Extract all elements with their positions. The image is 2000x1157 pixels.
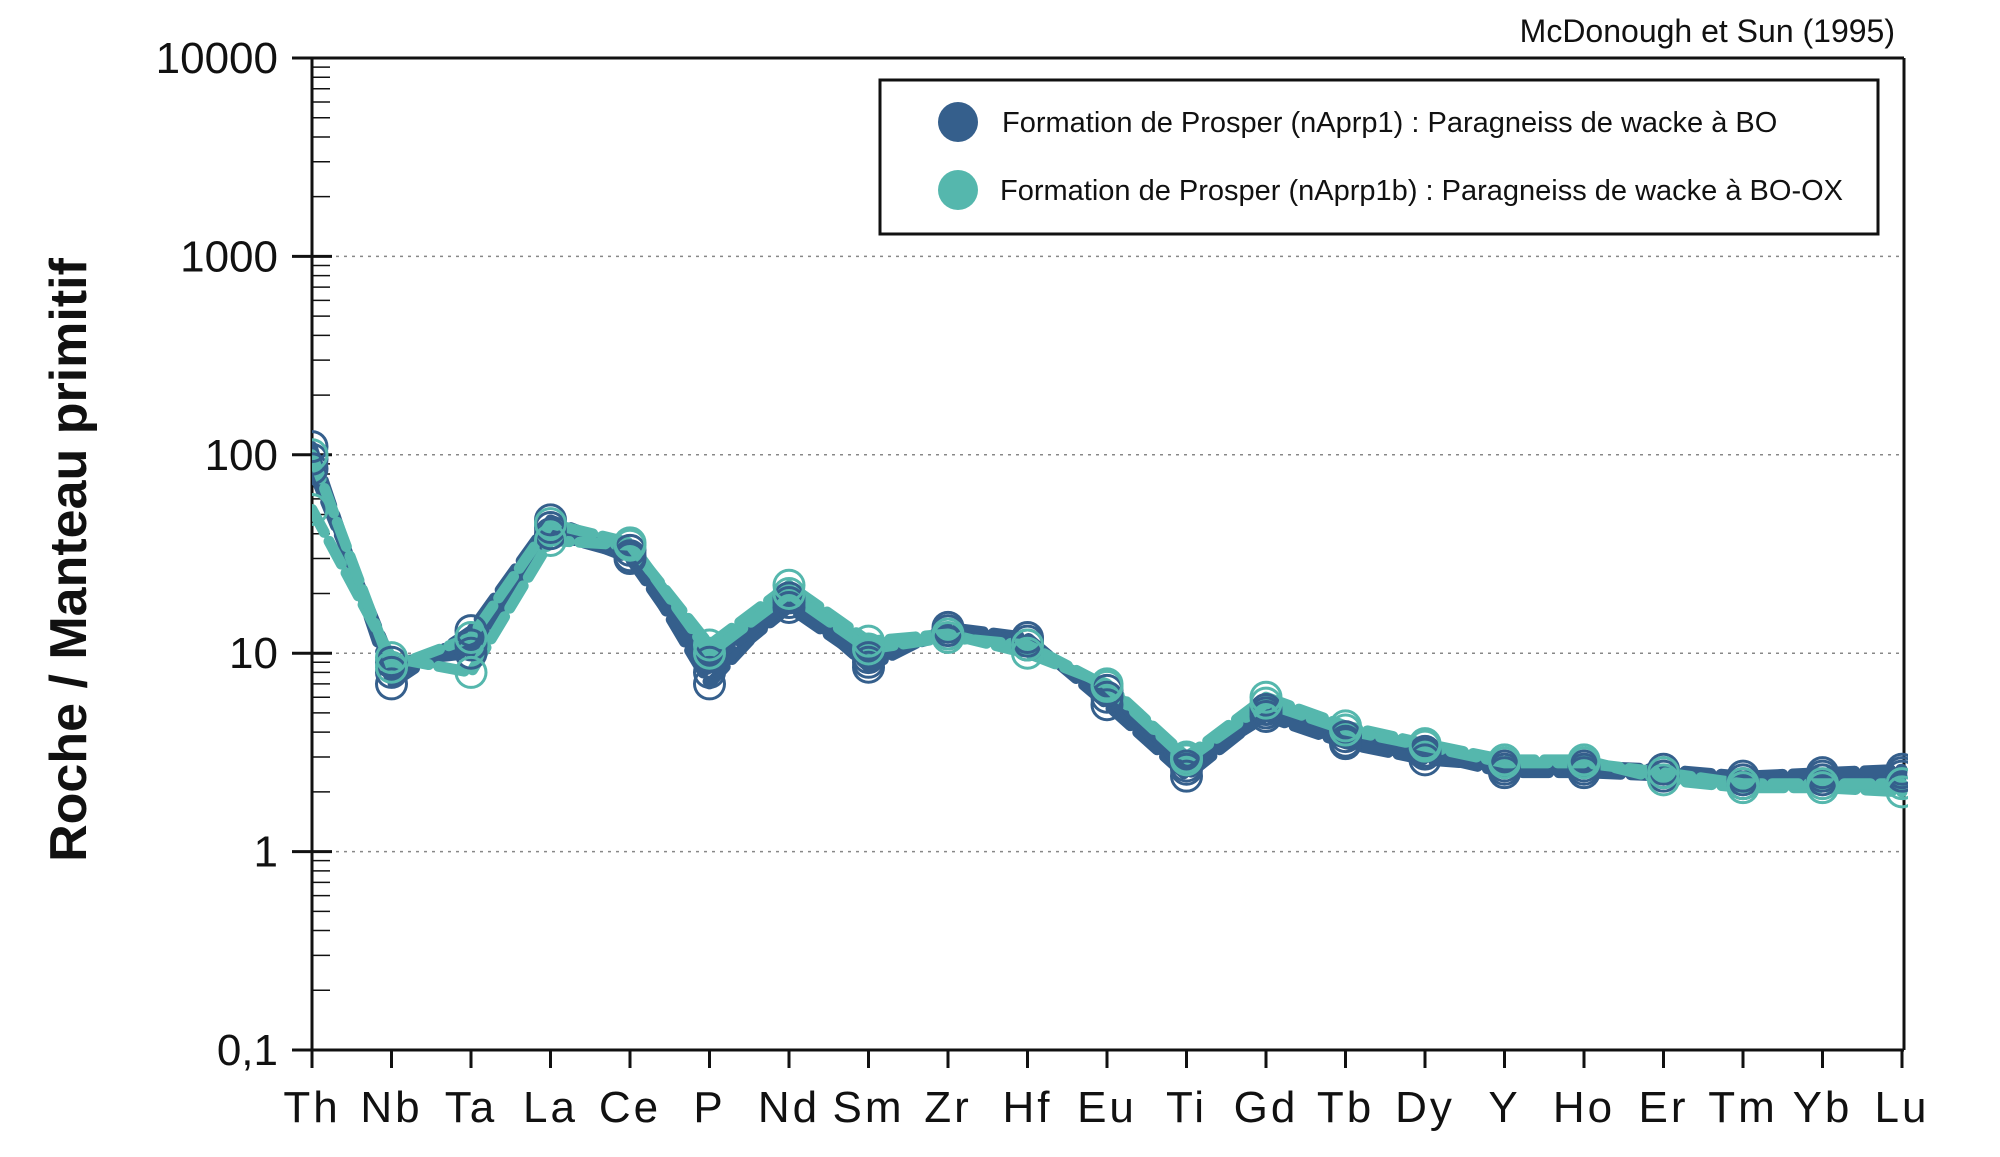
- point-s4-Lu: [1885, 767, 1908, 801]
- point-s2-Tm: [1726, 759, 1760, 793]
- y-axis-title: Roche / Manteau primitif: [40, 257, 98, 862]
- point-s4-Dy: [1408, 729, 1442, 763]
- point-s4-Ce: [613, 526, 647, 560]
- point-s3-Nb: [375, 641, 408, 675]
- point-s4-Zr: [931, 620, 965, 654]
- point-s0-Ti: [1170, 759, 1203, 793]
- point-s4-Th: [312, 438, 329, 472]
- x-category-Er: Er: [1639, 1083, 1689, 1132]
- series-line-3: [312, 504, 1908, 798]
- point-s4-Tm: [1726, 767, 1760, 801]
- x-category-Eu: Eu: [1077, 1083, 1137, 1132]
- x-category-Y: Y: [1488, 1083, 1520, 1132]
- x-category-Dy: Dy: [1395, 1083, 1455, 1132]
- point-s2-Ta: [454, 636, 488, 670]
- x-category-Nb: Nb: [360, 1083, 422, 1132]
- point-s4-Nb: [375, 650, 408, 684]
- point-s4-Y: [1488, 746, 1521, 780]
- x-category-Ho: Ho: [1553, 1083, 1615, 1132]
- point-s4-P: [693, 636, 726, 670]
- point-s2-Sm: [852, 641, 885, 675]
- y-tick-label-5: 0,1: [217, 1026, 278, 1075]
- point-s4-Hf: [1011, 628, 1044, 662]
- x-category-Hf: Hf: [1003, 1083, 1053, 1132]
- point-s3-Ta: [454, 655, 488, 689]
- point-s4-Sm: [852, 632, 885, 666]
- x-category-La: La: [523, 1083, 578, 1132]
- point-s4-Tb: [1329, 713, 1362, 747]
- axes: [292, 56, 1906, 1068]
- point-s2-Ce: [613, 539, 647, 573]
- legend-label-napr1: Formation de Prosper (nAprp1) : Paragnei…: [1002, 107, 1777, 139]
- legend-marker-napr1: [938, 102, 978, 142]
- point-s4-Nd: [772, 576, 806, 610]
- y-tick-label-1: 1000: [180, 232, 278, 281]
- point-s2-P: [693, 645, 726, 679]
- point-s3-P: [693, 628, 726, 662]
- point-s0-Ta: [454, 614, 488, 648]
- point-s0-Nb: [375, 667, 408, 701]
- point-s3-La: [534, 523, 567, 557]
- point-s4-La: [534, 507, 567, 541]
- reference-label: McDonough et Sun (1995): [1520, 13, 1895, 49]
- point-s0-Eu: [1090, 688, 1124, 722]
- point-s0-Th: [312, 430, 329, 464]
- legend-label-napr1b: Formation de Prosper (nAprp1b) : Paragne…: [1000, 175, 1843, 207]
- x-category-P: P: [693, 1083, 725, 1132]
- y-tick-labels: 10000 1000 100 10 1 0,1: [156, 34, 278, 1075]
- series-line-4: [312, 449, 1908, 790]
- point-s4-Ta: [454, 620, 488, 654]
- point-s3-Nd: [772, 568, 806, 602]
- x-category-Zr: Zr: [924, 1083, 972, 1132]
- point-s3-Hf: [1011, 636, 1044, 670]
- legend: Formation de Prosper (nAprp1) : Paragnei…: [878, 78, 1880, 236]
- x-category-Tm: Tm: [1708, 1083, 1778, 1132]
- point-s3-Sm: [852, 624, 885, 658]
- x-category-Ti: Ti: [1166, 1083, 1207, 1132]
- legend-box: [878, 78, 1880, 236]
- x-category-Tb: Tb: [1317, 1083, 1374, 1132]
- x-category-Th: Th: [283, 1083, 340, 1132]
- point-s4-Ho: [1567, 746, 1601, 780]
- y-tick-label-2: 100: [205, 431, 278, 480]
- point-s3-Lu: [1885, 775, 1908, 809]
- point-s4-Eu: [1090, 669, 1124, 703]
- gridlines: [312, 255, 1904, 853]
- x-category-Ta: Ta: [445, 1083, 497, 1132]
- point-s2-Yb: [1806, 756, 1839, 790]
- point-s2-Th: [312, 452, 329, 486]
- point-s2-Lu: [1885, 752, 1908, 786]
- point-s1-Ta: [454, 628, 488, 662]
- y-tick-label-0: 10000: [156, 34, 278, 83]
- point-s4-Er: [1647, 756, 1680, 790]
- point-s1-P: [693, 655, 726, 689]
- point-s4-Yb: [1806, 767, 1839, 801]
- point-s4-Ti: [1170, 743, 1203, 777]
- series-line-0: [312, 441, 1908, 790]
- point-s2-Dy: [1408, 743, 1442, 777]
- legend-marker-napr1b: [938, 170, 978, 210]
- point-s2-Gd: [1249, 699, 1283, 733]
- point-s2-Nd: [772, 586, 806, 620]
- x-category-Yb: Yb: [1793, 1083, 1853, 1132]
- point-s3-Th: [312, 493, 329, 526]
- series-layer: [312, 430, 1908, 809]
- point-s1-Eu: [1090, 680, 1124, 714]
- x-category-Lu: Lu: [1875, 1083, 1930, 1132]
- point-s3-Er: [1647, 763, 1680, 797]
- x-category-Ce: Ce: [599, 1083, 661, 1132]
- x-category-Sm: Sm: [833, 1083, 905, 1132]
- x-category-Nd: Nd: [758, 1083, 820, 1132]
- y-tick-label-4: 1: [254, 828, 278, 877]
- x-tick-labels: Th Nb Ta La Ce P Nd Sm Zr Hf Eu Ti Gd Tb Dy Y Ho Er Tm Yb Lu: [283, 1083, 1930, 1132]
- point-s2-Tb: [1329, 727, 1362, 761]
- point-s4-Gd: [1249, 686, 1283, 720]
- x-category-Gd: Gd: [1234, 1083, 1299, 1132]
- y-tick-label-3: 10: [229, 629, 278, 678]
